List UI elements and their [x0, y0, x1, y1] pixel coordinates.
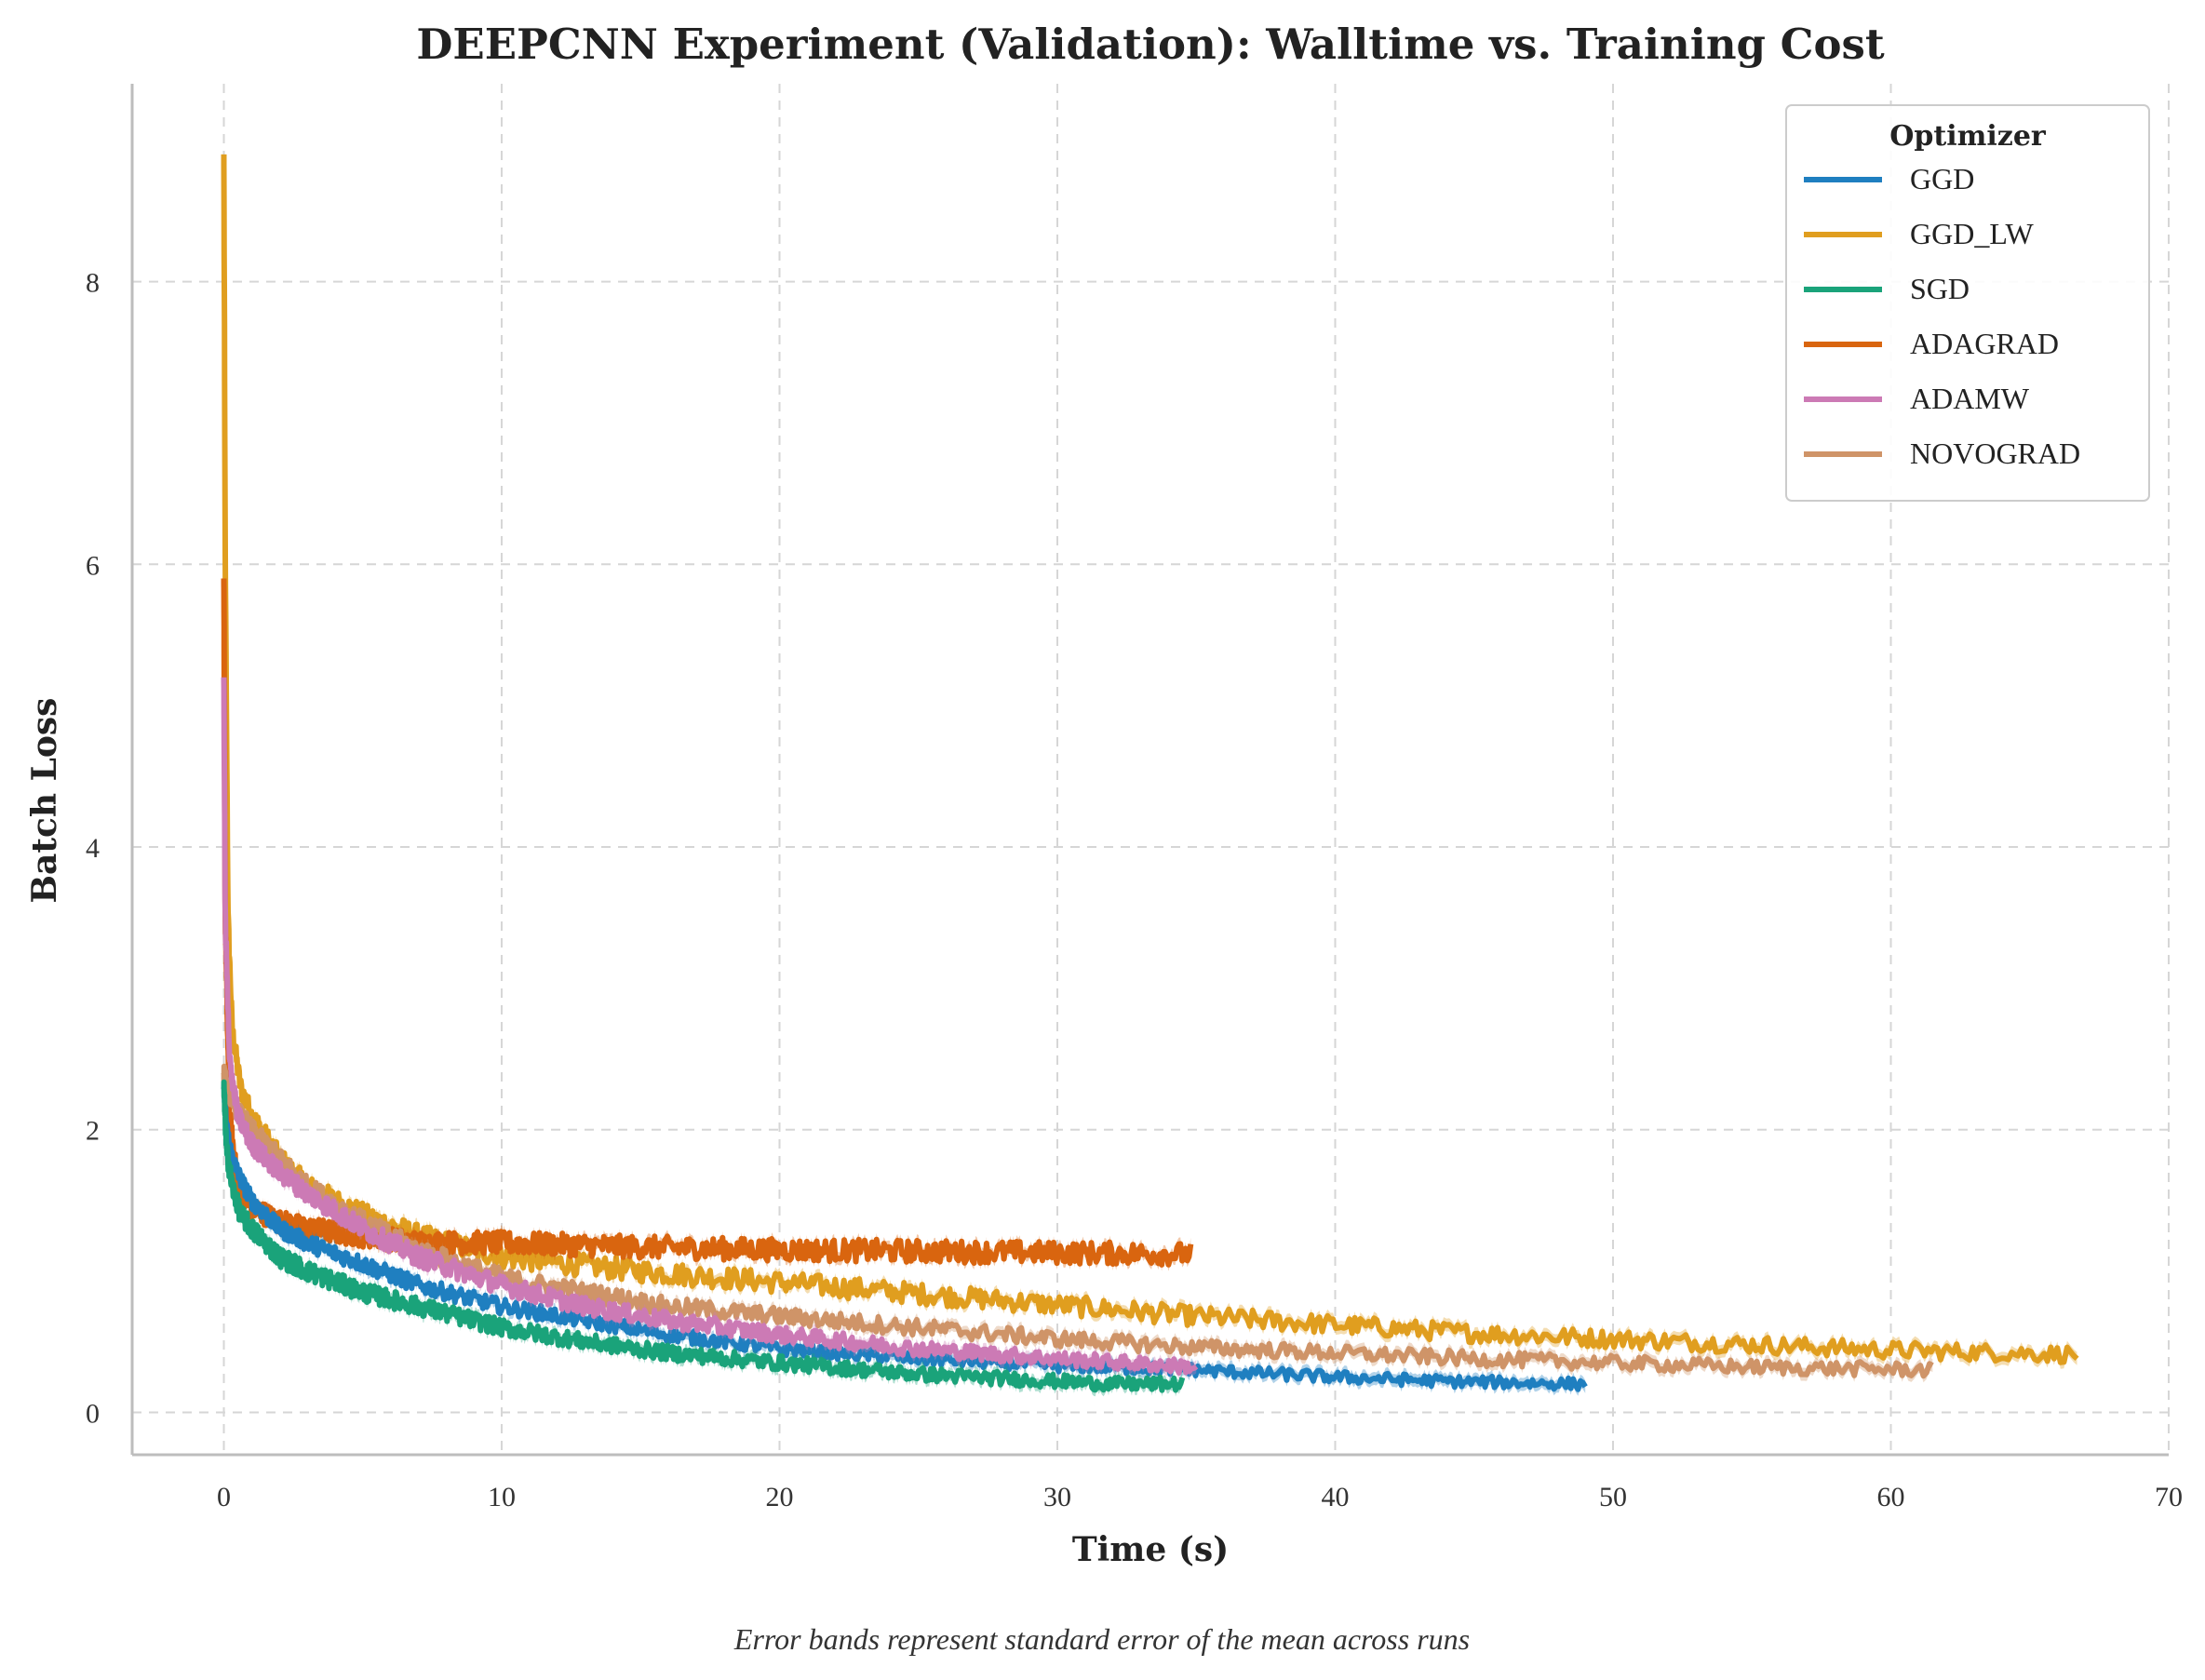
x-ticks: 0 10 20 30 40 50 60 70: [217, 1482, 2183, 1512]
legend-title: Optimizer: [1889, 120, 2047, 153]
y-tick-label: 0: [86, 1398, 100, 1429]
x-axis-label: Time (s): [1072, 1530, 1229, 1569]
legend-label-adamw: ADAMW: [1910, 382, 2030, 415]
series-line-ggd: [221, 1082, 1588, 1392]
y-tick-label: 4: [86, 833, 100, 864]
x-tick-label: 30: [1043, 1482, 1071, 1512]
legend-label-ggd: GGD: [1910, 162, 1974, 195]
error-band-adagrad: [223, 571, 1191, 1271]
legend-label-novograd: NOVOGRAD: [1910, 437, 2080, 470]
x-tick-label: 50: [1599, 1482, 1627, 1512]
chart-title: DEEPCNN Experiment (Validation): Walltim…: [416, 20, 1884, 69]
legend-label-adagrad: ADAGRAD: [1910, 327, 2059, 360]
legend-label-ggd-lw: GGD_LW: [1910, 217, 2035, 250]
plot-area: [221, 147, 2079, 1397]
x-tick-label: 40: [1322, 1482, 1350, 1512]
y-axis-label: Batch Loss: [25, 698, 64, 904]
grid: [132, 84, 2170, 1455]
x-tick-label: 60: [1877, 1482, 1905, 1512]
series-line-sgd: [221, 1079, 1186, 1393]
series-line-ggd-lw: [221, 154, 2079, 1365]
legend-label-sgd: SGD: [1910, 272, 1970, 305]
chart-caption: Error bands represent standard error of …: [733, 1622, 1470, 1656]
series-line-adagrad: [221, 578, 1194, 1268]
x-tick-label: 0: [217, 1482, 231, 1512]
x-tick-label: 70: [2155, 1482, 2183, 1512]
axes: [130, 84, 2169, 1457]
x-tick-label: 10: [488, 1482, 516, 1512]
legend: Optimizer GGD GGD_LW SGD ADAGRAD ADAMW NOVOGR…: [1785, 104, 2150, 502]
y-tick-label: 6: [86, 550, 100, 581]
y-tick-label: 2: [86, 1116, 100, 1147]
y-ticks: 0 2 4 6 8: [86, 268, 100, 1430]
y-tick-label: 8: [86, 268, 100, 299]
x-tick-label: 20: [766, 1482, 794, 1512]
series-line-adamw: [221, 677, 1199, 1376]
